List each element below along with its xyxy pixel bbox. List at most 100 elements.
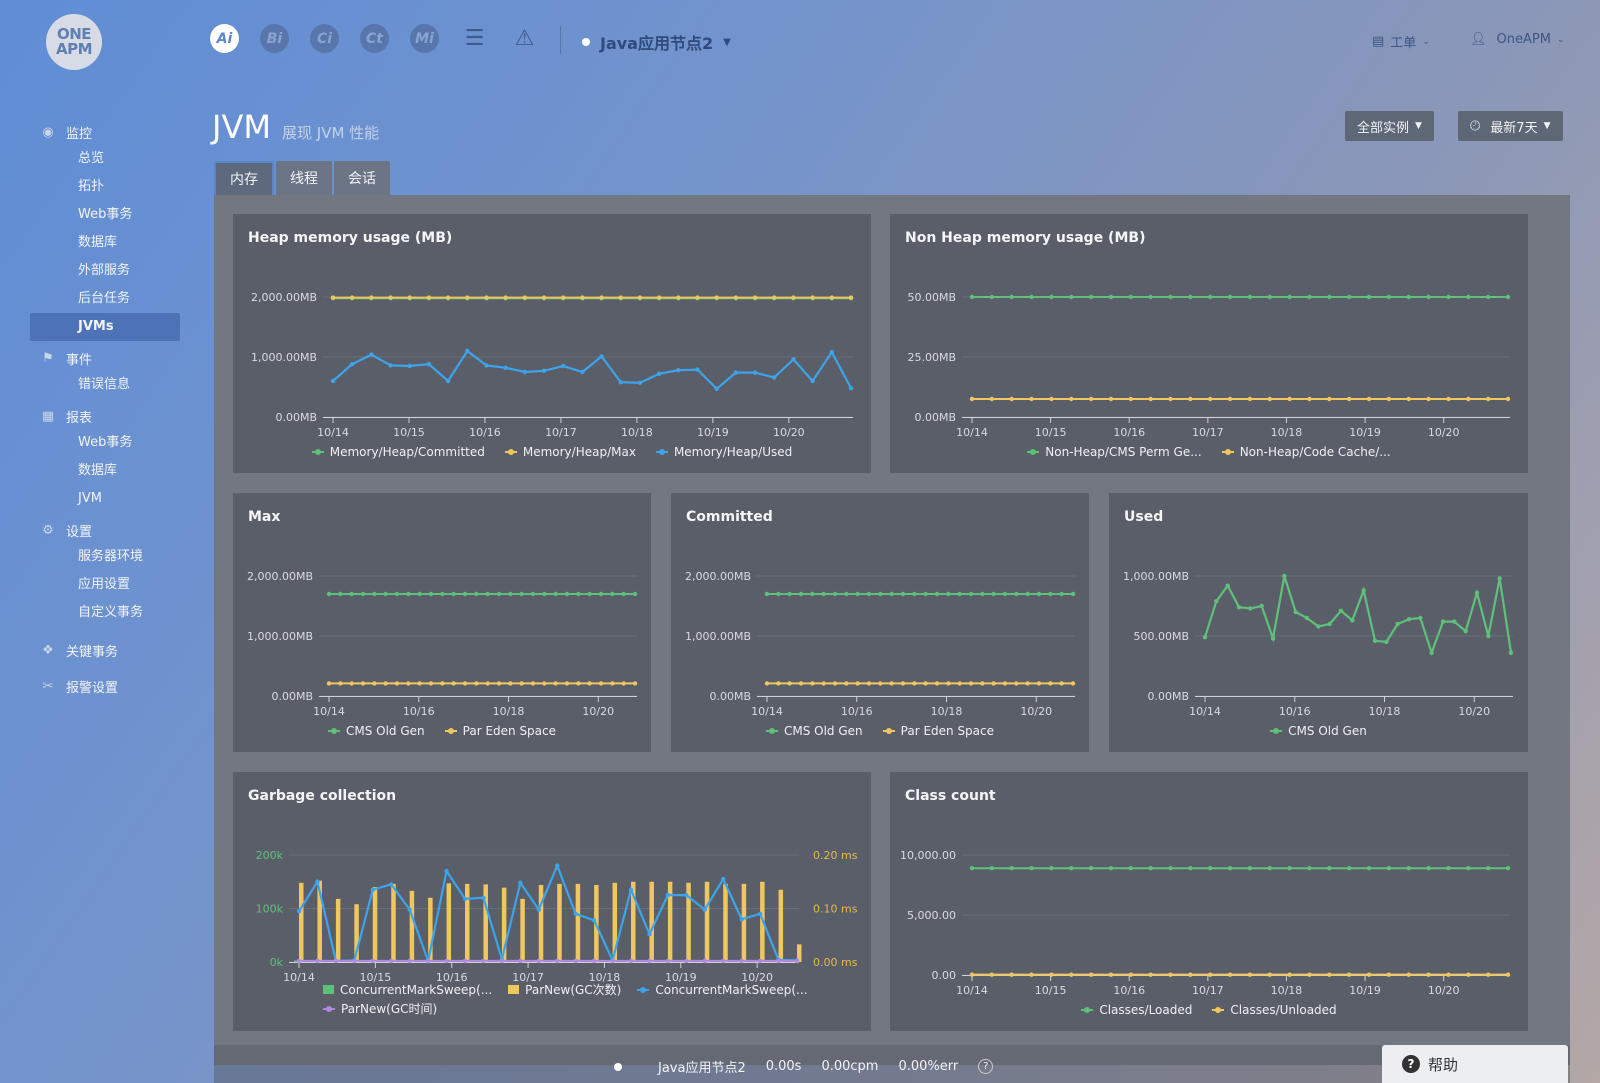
data-point[interactable] xyxy=(1386,866,1392,871)
data-point[interactable] xyxy=(360,591,366,597)
data-point[interactable] xyxy=(1227,294,1233,300)
legend-item[interactable]: Memory/Heap/Used xyxy=(655,445,792,459)
data-point[interactable] xyxy=(1505,294,1511,300)
data-point[interactable] xyxy=(621,591,626,597)
data-point[interactable] xyxy=(1327,294,1332,300)
data-point[interactable] xyxy=(1148,972,1153,977)
data-point[interactable] xyxy=(406,681,411,686)
data-point[interactable] xyxy=(555,863,560,868)
data-point[interactable] xyxy=(580,369,585,375)
bar-yellow[interactable] xyxy=(409,890,415,962)
data-point[interactable] xyxy=(618,380,623,385)
data-point[interactable] xyxy=(542,591,547,597)
data-point[interactable] xyxy=(349,681,354,686)
bar-yellow[interactable] xyxy=(299,882,304,962)
data-point[interactable] xyxy=(1307,972,1312,977)
data-point[interactable] xyxy=(1346,972,1352,977)
bar-yellow[interactable] xyxy=(778,889,784,962)
data-point[interactable] xyxy=(508,681,513,686)
data-point[interactable] xyxy=(714,295,719,300)
tab-1[interactable]: 线程 xyxy=(276,161,332,195)
data-point[interactable] xyxy=(369,295,374,300)
data-point[interactable] xyxy=(1108,396,1114,402)
data-point[interactable] xyxy=(587,681,592,686)
data-point[interactable] xyxy=(1466,866,1471,871)
data-point[interactable] xyxy=(1426,396,1431,402)
bar-yellow[interactable] xyxy=(741,883,747,962)
data-point[interactable] xyxy=(1049,972,1054,977)
data-point[interactable] xyxy=(508,591,513,597)
data-point[interactable] xyxy=(610,958,615,964)
instances-dropdown[interactable]: 全部实例 ▼ xyxy=(1345,111,1434,141)
data-point[interactable] xyxy=(465,348,470,354)
data-point[interactable] xyxy=(923,591,928,597)
data-point[interactable] xyxy=(889,591,894,597)
legend-item[interactable]: Par Eden Space xyxy=(444,724,556,738)
data-point[interactable] xyxy=(349,591,354,597)
data-point[interactable] xyxy=(628,958,634,964)
data-point[interactable] xyxy=(791,295,796,300)
data-point[interactable] xyxy=(989,294,995,300)
bar-yellow[interactable] xyxy=(317,880,322,962)
data-point[interactable] xyxy=(530,591,536,597)
data-point[interactable] xyxy=(496,681,502,686)
sidebar-item[interactable]: 总览 xyxy=(78,151,105,166)
bar-yellow[interactable] xyxy=(649,881,654,962)
data-point[interactable] xyxy=(1069,396,1074,402)
data-point[interactable] xyxy=(1287,396,1292,402)
data-point[interactable] xyxy=(426,295,432,300)
data-point[interactable] xyxy=(426,362,432,367)
data-point[interactable] xyxy=(1474,590,1480,595)
data-point[interactable] xyxy=(428,591,434,597)
data-point[interactable] xyxy=(848,386,854,391)
data-point[interactable] xyxy=(791,357,796,362)
user-menu[interactable]: 👤︎ OneAPM ⌄ xyxy=(1470,32,1564,47)
data-point[interactable] xyxy=(989,972,995,977)
application-selector[interactable]: Java应用节点2 ▼ xyxy=(582,30,731,54)
data-point[interactable] xyxy=(772,295,777,300)
data-point[interactable] xyxy=(485,681,490,686)
data-point[interactable] xyxy=(1307,294,1312,300)
data-point[interactable] xyxy=(296,958,302,964)
data-point[interactable] xyxy=(1029,396,1034,402)
sidebar-item[interactable]: 拓扑 xyxy=(78,179,105,194)
data-point[interactable] xyxy=(555,958,560,964)
data-point[interactable] xyxy=(980,591,985,597)
data-point[interactable] xyxy=(1338,608,1344,613)
server-list-icon[interactable]: ☰ xyxy=(464,26,485,51)
sidebar-group-2[interactable]: ▦ 报表 xyxy=(30,403,180,429)
data-point[interactable] xyxy=(444,868,449,874)
data-point[interactable] xyxy=(1029,866,1034,871)
data-point[interactable] xyxy=(1485,866,1491,871)
data-point[interactable] xyxy=(1307,396,1312,402)
data-point[interactable] xyxy=(628,887,634,892)
data-point[interactable] xyxy=(1202,635,1208,640)
legend-item[interactable]: ConcurrentMarkSweep(... xyxy=(637,981,808,998)
data-point[interactable] xyxy=(591,958,597,964)
data-point[interactable] xyxy=(360,681,366,686)
data-point[interactable] xyxy=(519,681,524,686)
data-point[interactable] xyxy=(912,681,917,686)
data-point[interactable] xyxy=(451,591,456,597)
data-point[interactable] xyxy=(855,591,860,597)
data-point[interactable] xyxy=(451,681,456,686)
data-point[interactable] xyxy=(1327,866,1332,871)
data-point[interactable] xyxy=(1466,396,1471,402)
data-point[interactable] xyxy=(832,681,838,686)
data-point[interactable] xyxy=(1350,618,1355,623)
data-point[interactable] xyxy=(1088,396,1094,402)
data-point[interactable] xyxy=(647,931,652,937)
data-point[interactable] xyxy=(821,681,826,686)
data-point[interactable] xyxy=(1446,866,1451,871)
data-point[interactable] xyxy=(969,866,975,871)
data-point[interactable] xyxy=(702,958,707,964)
data-point[interactable] xyxy=(389,882,394,887)
data-point[interactable] xyxy=(1069,866,1074,871)
data-point[interactable] xyxy=(969,972,975,977)
time-range-dropdown[interactable]: 🕘︎ 最新7天 ▼ xyxy=(1458,111,1563,141)
data-point[interactable] xyxy=(810,591,815,597)
legend-item[interactable]: Memory/Heap/Max xyxy=(504,445,636,459)
data-point[interactable] xyxy=(989,396,995,402)
data-point[interactable] xyxy=(372,591,377,597)
data-point[interactable] xyxy=(1446,396,1451,402)
